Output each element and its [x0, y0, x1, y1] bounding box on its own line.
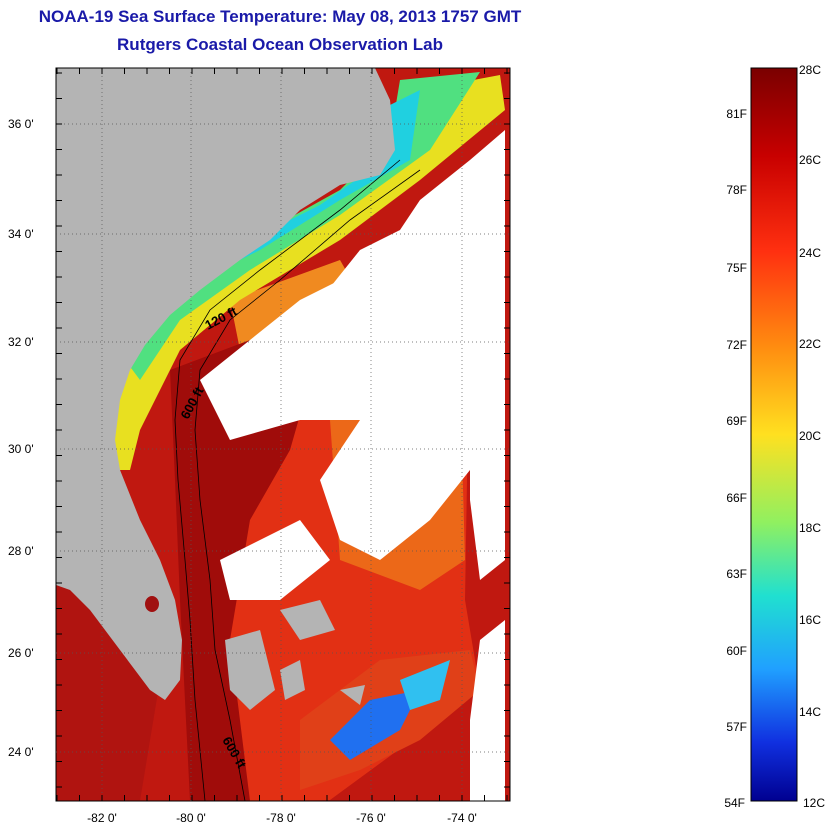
sst-map [56, 68, 510, 801]
lat-label: 34 0' [8, 227, 34, 241]
colorbar-fahrenheit-label: 75F [726, 261, 747, 275]
lat-label: 26 0' [8, 646, 34, 660]
colorbar-fahrenheit-label: 63F [726, 567, 747, 581]
cloud-cover-5 [470, 620, 505, 801]
colorbar-fahrenheit-label: 69F [726, 414, 747, 428]
map-subtitle: Rutgers Coastal Ocean Observation Lab [117, 35, 443, 54]
map-frame [55, 67, 511, 802]
colorbar-fahrenheit-label: 81F [726, 107, 747, 121]
contour-600ft [194, 169, 421, 801]
map-title: NOAA-19 Sea Surface Temperature: May 08,… [38, 7, 522, 26]
colorbar-celsius-label: 20C [799, 429, 821, 443]
lon-label: -78 0' [266, 811, 296, 825]
colorbar-celsius-label: 14C [799, 705, 821, 719]
colorbar-celsius-label: 16C [799, 613, 821, 627]
lon-label: -76 0' [356, 811, 386, 825]
coastal-yellow-band [110, 75, 505, 470]
lon-label: -80 0' [176, 811, 206, 825]
bahamas-island-3 [340, 685, 365, 705]
lat-label: 28 0' [8, 544, 34, 558]
us-landmass [56, 68, 395, 700]
cloud-cover-2 [320, 230, 400, 340]
colorbar-fahrenheit-label: 78F [726, 183, 747, 197]
lat-label: 30 0' [8, 442, 34, 456]
lat-label: 24 0' [8, 745, 34, 759]
lat-label: 32 0' [8, 335, 34, 349]
colorbar-fahrenheit-label: 57F [726, 720, 747, 734]
colorbar-celsius-label: 24C [799, 246, 821, 260]
lon-label: -82 0' [87, 811, 117, 825]
cold-patch [330, 690, 420, 760]
coastal-cyan-band [180, 90, 420, 290]
bahamas-island [280, 600, 335, 640]
lake-okeechobee [145, 596, 159, 612]
colorbar-fahrenheit-label: 66F [726, 491, 747, 505]
lat-label: 36 0' [8, 117, 34, 131]
colorbar-celsius-label: 12C [803, 796, 825, 810]
colorbar-fahrenheit-label: 60F [726, 644, 747, 658]
cloud-cover-3 [220, 520, 330, 600]
map-ticks [56, 68, 510, 801]
andros-island [225, 630, 275, 710]
cloud-cover-4 [470, 400, 505, 580]
colorbar-fahrenheit-label: 72F [726, 338, 747, 352]
colorbar-celsius-label: 22C [799, 337, 821, 351]
colorbar-celsius-label: 28C [799, 63, 821, 77]
bahamas-island-2 [280, 660, 305, 700]
contour-120ft [174, 159, 401, 801]
colorbar-celsius-label: 18C [799, 521, 821, 535]
colorbar-celsius-label: 26C [799, 153, 821, 167]
colorbar [750, 67, 798, 802]
cold-patch-2 [400, 660, 450, 710]
lon-label: -74 0' [447, 811, 477, 825]
cloud-cover [200, 130, 505, 560]
colorbar-fahrenheit-label: 54F [724, 796, 745, 810]
